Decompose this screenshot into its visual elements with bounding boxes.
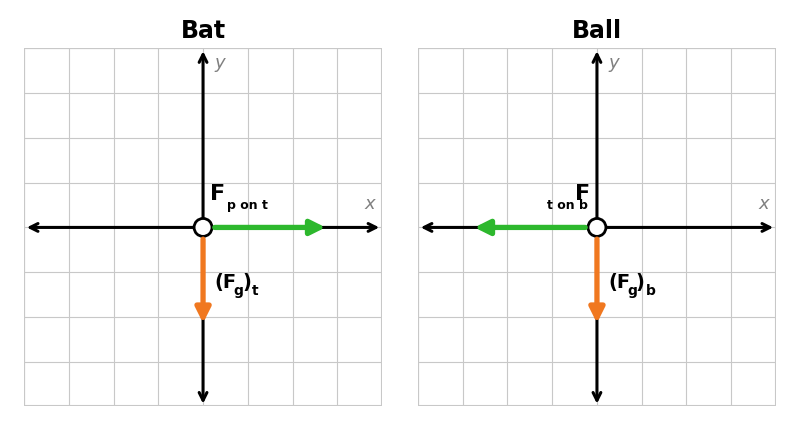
Text: x: x	[365, 194, 375, 212]
Text: g: g	[627, 283, 637, 297]
Text: p on t: p on t	[226, 198, 268, 212]
Circle shape	[588, 219, 606, 237]
Text: x: x	[758, 194, 770, 212]
Text: t on b: t on b	[547, 198, 588, 212]
Title: Bat: Bat	[181, 19, 226, 43]
Text: b: b	[646, 283, 656, 297]
Text: ): )	[242, 273, 251, 292]
Text: (F: (F	[608, 273, 630, 292]
Title: Ball: Ball	[572, 19, 622, 43]
Text: F: F	[575, 183, 590, 203]
Circle shape	[194, 219, 212, 237]
Text: y: y	[214, 54, 225, 72]
Text: t: t	[252, 283, 259, 297]
Text: (F: (F	[214, 273, 236, 292]
Text: ): )	[636, 273, 645, 292]
Text: y: y	[608, 54, 618, 72]
Text: g: g	[233, 283, 243, 297]
Text: F: F	[210, 183, 225, 203]
